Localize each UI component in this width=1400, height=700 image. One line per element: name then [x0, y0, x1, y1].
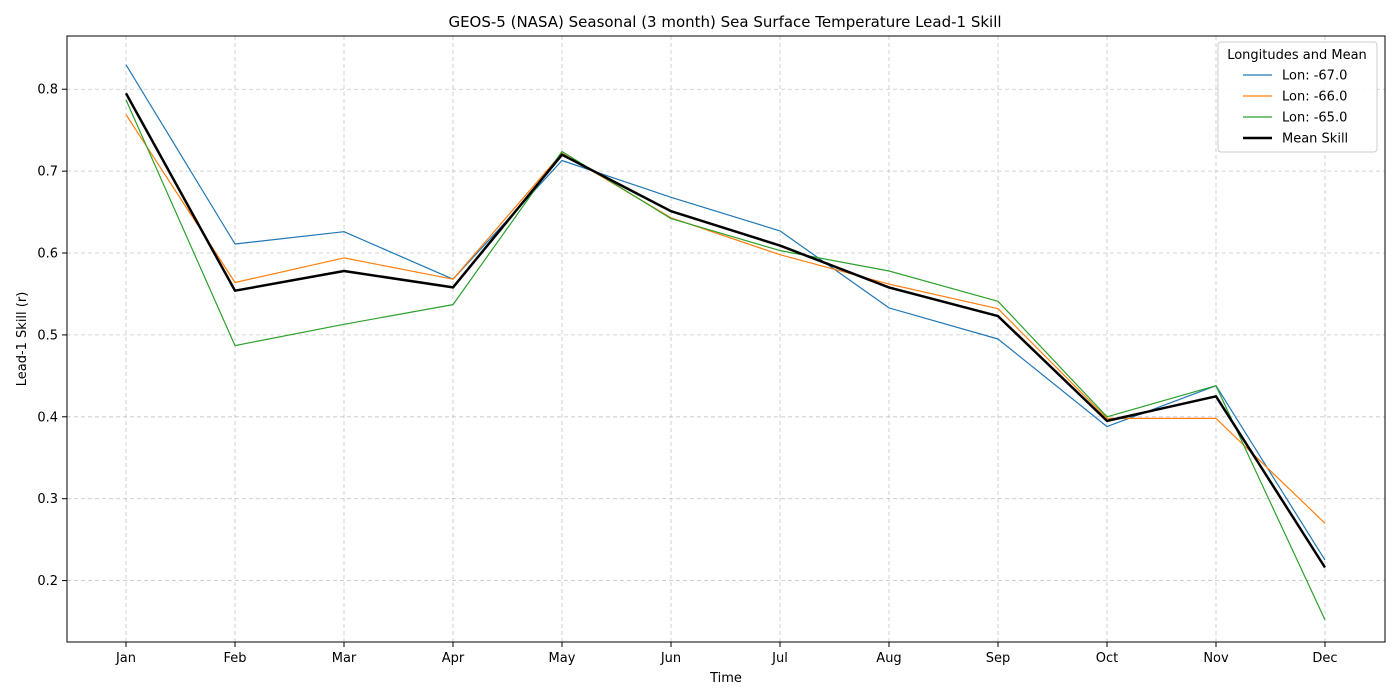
series-line-3 [124, 92, 1327, 569]
y-tick-label: 0.2 [37, 574, 58, 589]
x-tick-label: Sep [986, 651, 1011, 666]
x-tick-label: Mar [332, 651, 357, 666]
x-tick-label: Nov [1203, 651, 1229, 666]
legend-entry: Mean Skill [1282, 132, 1348, 147]
legend-entry: Lon: -67.0 [1282, 69, 1347, 84]
plot-frame [66, 35, 1386, 643]
x-tick-label: Apr [442, 651, 465, 666]
y-tick-label: 0.8 [37, 83, 58, 98]
x-axis-label: Time [709, 671, 742, 686]
y-tick-label: 0.7 [37, 165, 58, 180]
legend-entry: Lon: -65.0 [1282, 111, 1347, 126]
legend-title: Longitudes and Mean [1227, 48, 1367, 63]
series-layer [124, 64, 1327, 621]
y-tick-label: 0.3 [37, 492, 58, 507]
x-tick-label: Dec [1312, 651, 1337, 666]
x-axis: Jan Feb Mar Apr May Jun Jul Aug Sep Oct Nov Dec [115, 642, 1338, 666]
chart-title: GEOS-5 (NASA) Seasonal (3 month) Sea Sur… [448, 13, 1001, 31]
series-line-1 [125, 114, 1326, 524]
x-tick-label: Oct [1096, 651, 1118, 666]
y-tick-label: 0.5 [37, 328, 58, 343]
x-tick-label: Jul [771, 651, 788, 666]
x-tick-label: Aug [876, 651, 901, 666]
y-tick-label: 0.4 [37, 410, 58, 425]
series-line-2 [125, 99, 1326, 621]
legend-box [1217, 41, 1378, 153]
y-axis: 0.2 0.3 0.4 0.5 0.6 0.7 0.8 [37, 83, 67, 589]
y-axis-label: Lead-1 Skill (r) [15, 292, 30, 387]
legend: Longitudes and Mean Lon: -67.0 Lon: -66.0… [1217, 41, 1378, 153]
x-tick-label: Jan [115, 651, 136, 666]
series-line-0 [125, 64, 1326, 561]
x-tick-label: Jun [660, 651, 681, 666]
legend-entry: Lon: -66.0 [1282, 90, 1347, 105]
x-tick-label: Feb [223, 651, 246, 666]
y-tick-label: 0.6 [37, 247, 58, 262]
x-tick-label: May [549, 651, 576, 666]
